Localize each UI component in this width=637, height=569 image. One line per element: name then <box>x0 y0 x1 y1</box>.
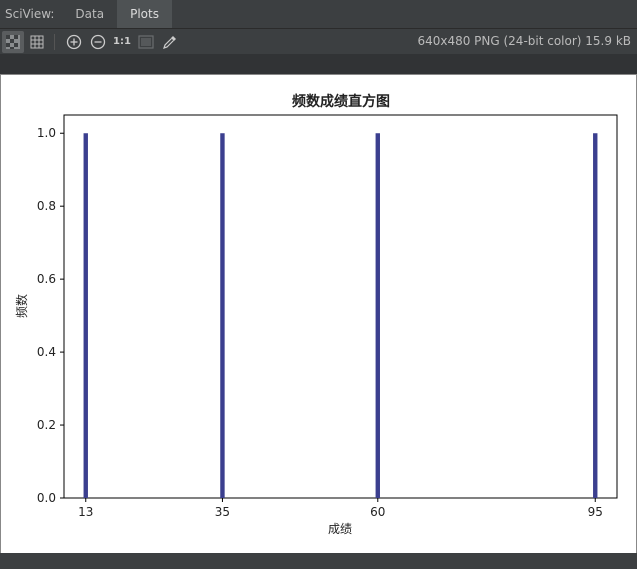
histogram-bar <box>375 133 380 498</box>
x-tick-label: 95 <box>588 505 603 519</box>
actual-size-label: 1:1 <box>113 36 131 47</box>
canvas-bottom-margin <box>0 553 637 569</box>
y-tick-label: 0.8 <box>37 199 56 213</box>
eyedropper-icon <box>163 35 176 49</box>
y-tick-label: 0.0 <box>37 491 56 505</box>
y-tick-label: 0.2 <box>37 418 56 432</box>
chessboard-background-button[interactable] <box>2 30 24 53</box>
histogram-plot: 频数成绩直方图 频数 成绩 13 35 60 95 0.0 0.2 0.4 0.6 0.8 1.0 <box>14 93 618 536</box>
zoom-out-icon <box>90 34 106 49</box>
canvas-top-margin <box>0 54 637 74</box>
actual-size-button[interactable]: 1:1 <box>111 31 133 53</box>
grid-icon <box>30 35 44 48</box>
tab-data[interactable]: Data <box>75 7 105 21</box>
chart-title: 频数成绩直方图 <box>292 93 390 110</box>
plot-image: 频数成绩直方图 频数 成绩 13 35 60 95 0.0 0.2 0.4 0.6 0.8 1.0 <box>0 74 637 554</box>
histogram-bar <box>220 133 225 498</box>
sciview-label: SciView: <box>5 7 55 21</box>
x-tick-label: 60 <box>370 505 385 519</box>
sciview-tabbar: SciView: Data Plots <box>0 0 637 29</box>
x-axis-label: 成绩 <box>328 522 352 536</box>
fit-window-icon <box>138 34 154 49</box>
image-info: 640x480 PNG (24-bit color) 15.9 kB <box>417 34 631 48</box>
plot-area <box>63 114 618 499</box>
zoom-in-icon <box>66 34 82 49</box>
zoom-out-button[interactable] <box>87 31 109 53</box>
y-tick-label: 0.4 <box>37 345 56 359</box>
zoom-in-button[interactable] <box>63 31 85 53</box>
toolbar-separator <box>54 33 55 50</box>
x-tick-label: 13 <box>78 505 93 519</box>
grid-toggle-button[interactable] <box>26 31 48 53</box>
color-picker-button[interactable] <box>159 31 181 53</box>
tab-plots[interactable]: Plots <box>117 0 172 28</box>
fit-to-window-button[interactable] <box>135 31 157 53</box>
y-tick-label: 0.6 <box>37 272 56 286</box>
image-toolbar: 1:1 640x480 PNG (24-bit color) 15.9 kB <box>0 29 637 54</box>
x-tick-label: 35 <box>215 505 230 519</box>
y-axis-label: 频数 <box>14 294 29 318</box>
y-tick-label: 1.0 <box>37 126 56 140</box>
chessboard-icon <box>6 34 20 49</box>
histogram-bar <box>83 133 88 498</box>
histogram-bar <box>593 133 598 498</box>
